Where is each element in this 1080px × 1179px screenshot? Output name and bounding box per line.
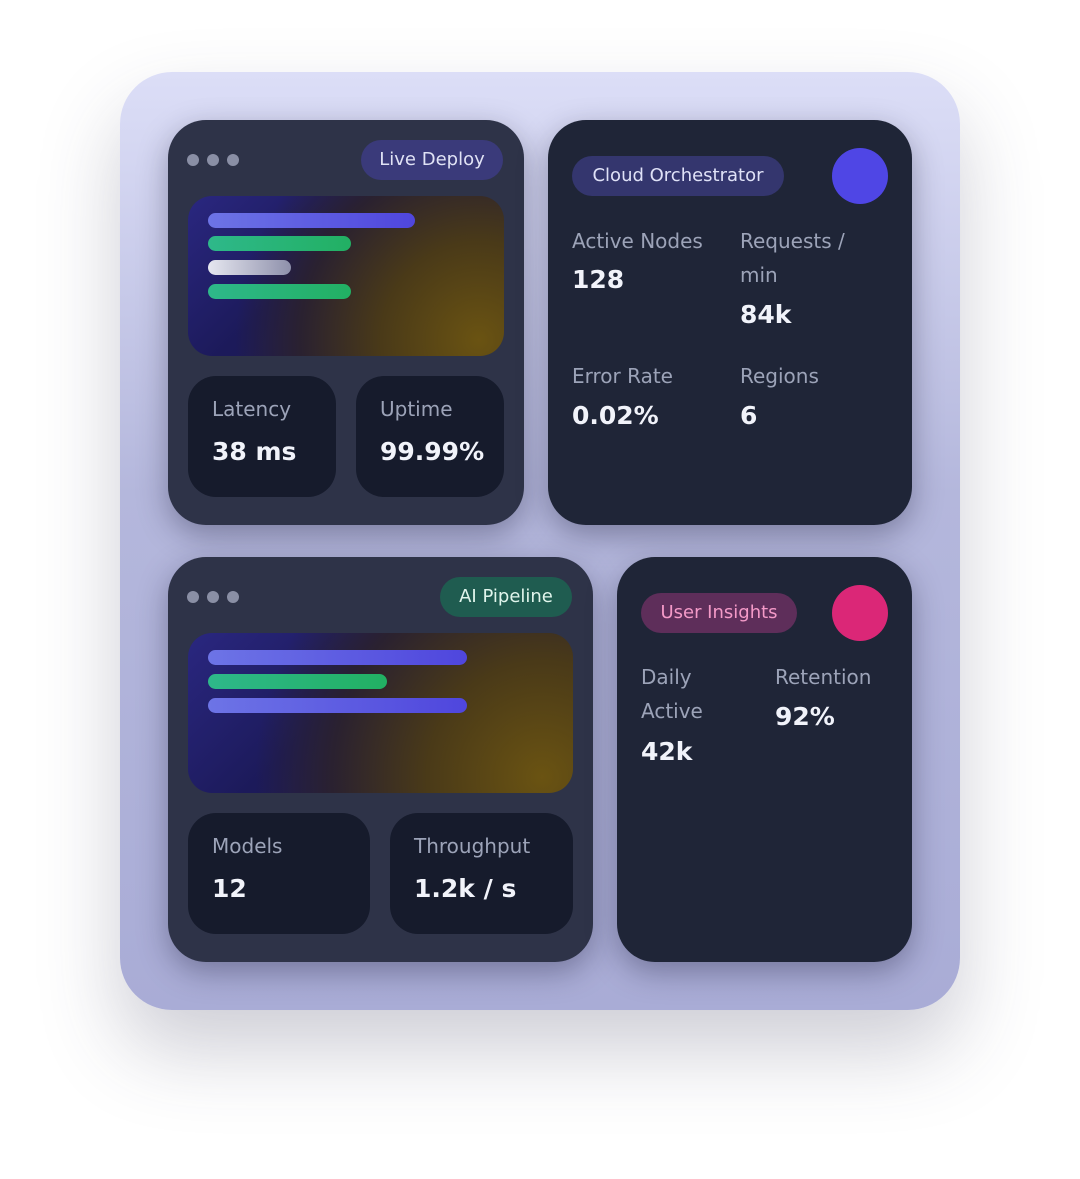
live-deploy-card: Live Deploy Latency 38 ms Uptime 99.99%: [168, 120, 524, 525]
cloud-orchestrator-card: Cloud Orchestrator Active Nodes 128 Requ…: [548, 120, 912, 525]
preview-bar: [208, 236, 351, 251]
stat-value: 1.2k / s: [414, 874, 517, 903]
metric-value: 6: [740, 401, 758, 430]
ai-pipeline-card: AI Pipeline Models 12 Throughput 1.2k / …: [168, 557, 593, 962]
preview-bar: [208, 674, 387, 689]
stat-label: Latency: [212, 397, 292, 421]
stat-value: 38 ms: [212, 437, 297, 466]
metric-label: Regions: [740, 364, 819, 388]
stat-label: Uptime: [380, 397, 453, 421]
preview-bar: [208, 698, 467, 713]
stat-value: 99.99%: [380, 437, 485, 466]
throughput-stat: Throughput 1.2k / s: [390, 813, 573, 934]
metric-label: Error Rate: [572, 364, 673, 388]
metric-value: 42k: [641, 737, 693, 766]
window-dot-icon: [227, 591, 239, 603]
models-stat: Models 12: [188, 813, 370, 934]
metric-label: Requests / min: [740, 229, 845, 287]
window-dot-icon: [187, 591, 199, 603]
metric-value: 92%: [775, 702, 835, 731]
preview-bar: [208, 213, 415, 228]
window-dot-icon: [207, 154, 219, 166]
cloud-orchestrator-badge[interactable]: Cloud Orchestrator: [572, 156, 784, 196]
metric-label: Daily Active: [641, 665, 703, 723]
status-indicator-icon: [832, 585, 888, 641]
latency-stat: Latency 38 ms: [188, 376, 336, 497]
window-dot-icon: [227, 154, 239, 166]
uptime-stat: Uptime 99.99%: [356, 376, 504, 497]
metric-value: 128: [572, 265, 625, 294]
metric-value: 84k: [740, 300, 792, 329]
window-dot-icon: [207, 591, 219, 603]
stat-label: Throughput: [414, 834, 531, 858]
user-insights-badge[interactable]: User Insights: [641, 593, 797, 633]
metric-label: Active Nodes: [572, 229, 703, 253]
ai-pipeline-badge[interactable]: AI Pipeline: [440, 577, 572, 617]
metric-value: 0.02%: [572, 401, 659, 430]
status-indicator-icon: [832, 148, 888, 204]
metric-label: Retention: [775, 665, 872, 689]
preview-bar: [208, 260, 291, 275]
stat-value: 12: [212, 874, 247, 903]
user-insights-card: User Insights Daily Active 42k Retention…: [617, 557, 912, 962]
stat-label: Models: [212, 834, 283, 858]
preview-bar: [208, 650, 467, 665]
hero-preview: [188, 633, 573, 793]
preview-bar: [208, 284, 351, 299]
live-deploy-badge[interactable]: Live Deploy: [361, 140, 503, 180]
window-dot-icon: [187, 154, 199, 166]
hero-preview: [188, 196, 504, 356]
